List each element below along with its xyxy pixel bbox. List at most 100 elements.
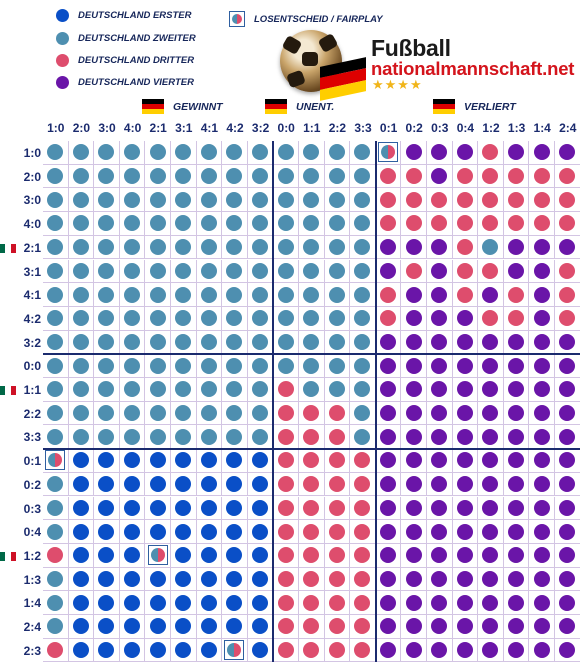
grid-cell: [401, 496, 427, 521]
grid-cell: [401, 567, 427, 592]
tiebreak-dot-icon: [224, 640, 245, 661]
grid-cell: [43, 496, 69, 521]
legend-item-dritter: DEUTSCHLAND DRITTER: [56, 54, 194, 67]
grid-cell: [247, 401, 274, 426]
grid-cell: [119, 141, 146, 165]
grid-cell: [503, 378, 530, 402]
outcome-dot: [354, 333, 371, 350]
grid-cell: [68, 520, 95, 544]
outcome-dot: [47, 262, 64, 279]
outcome-dot: [559, 405, 576, 422]
outcome-dot: [277, 191, 294, 208]
outcome-dot: [456, 618, 473, 635]
outcome-dot: [175, 428, 192, 445]
grid-cell: [503, 283, 530, 307]
outcome-dot: [124, 642, 141, 659]
outcome-dot: [354, 286, 371, 303]
grid-cell: [247, 591, 274, 615]
outcome-dot: [149, 618, 166, 635]
grid-cell: [324, 543, 351, 568]
outcome-dot: [72, 310, 89, 327]
grid-cell: [68, 591, 95, 615]
grid-cell: [375, 141, 402, 165]
outcome-dot: [124, 286, 141, 303]
grid-cell: [375, 259, 402, 284]
grid-cell: [145, 354, 171, 378]
outcome-dot: [508, 310, 525, 327]
grid-cell: [529, 378, 555, 402]
outcome-dot: [482, 262, 499, 279]
outcome-dot: [456, 405, 473, 422]
row-label: 3:1: [23, 264, 41, 279]
grid-cell: [478, 306, 504, 331]
grid-cell: [273, 354, 299, 378]
outcome-dot: [405, 547, 422, 564]
grid-cell: [171, 306, 197, 331]
outcome-dot: [175, 333, 192, 350]
outcome-dot: [98, 333, 115, 350]
grid-cell: [273, 259, 299, 284]
grid-cell: [273, 141, 299, 165]
outcome-dot: [47, 310, 64, 327]
outcome-dot: [124, 333, 141, 350]
outcome-dot: [226, 333, 243, 350]
grid-cell: [555, 188, 580, 213]
grid-cell: [555, 306, 580, 331]
grid-cell: [145, 472, 171, 497]
grid-cell: [401, 378, 427, 402]
grid-cell: [171, 212, 197, 236]
grid-cell: [555, 141, 580, 165]
grid-cell: [529, 615, 555, 639]
outcome-dot: [149, 499, 166, 516]
column-label: 0:2: [405, 121, 423, 135]
outcome-dot: [277, 499, 294, 516]
outcome-dot: [405, 428, 422, 445]
grid-cell: [43, 354, 69, 378]
outcome-dot: [533, 144, 550, 161]
grid-cell: [43, 164, 69, 189]
grid-cell: [427, 212, 453, 236]
grid-cell: [529, 472, 555, 497]
column-label: 0:4: [456, 121, 475, 135]
grid-cell: [145, 449, 171, 473]
outcome-dot: [47, 547, 64, 564]
outcome-dot: [303, 357, 320, 374]
outcome-dot: [328, 215, 345, 232]
legend-label: DEUTSCHLAND VIERTER: [78, 77, 194, 88]
outcome-dot: [380, 239, 397, 256]
grid-cell: [324, 520, 351, 544]
outcome-dot: [175, 476, 192, 493]
grid-cell: [427, 306, 453, 331]
grid-cell: [145, 425, 171, 450]
grid-cell: [427, 188, 453, 213]
outcome-dot: [98, 286, 115, 303]
grid-cell: [94, 401, 120, 426]
grid-cell: [401, 543, 427, 568]
grid-cell: [145, 188, 171, 213]
grid-cell: [452, 212, 479, 236]
outcome-dot: [277, 381, 294, 398]
grid-cell: [196, 259, 223, 284]
outcome-dot: [252, 333, 269, 350]
outcome-dot: [482, 191, 499, 208]
grid-cell: [247, 378, 274, 402]
grid-cell: [452, 306, 479, 331]
grid-cell: [247, 543, 274, 568]
outcome-dot: [380, 570, 397, 587]
outcome-dot: [533, 618, 550, 635]
outcome-dot: [482, 523, 499, 540]
grid-cell: [222, 520, 248, 544]
outcome-dot: [431, 642, 448, 659]
row-label: 1:4: [23, 596, 41, 611]
grid-cell: [555, 472, 580, 497]
outcome-dot: [200, 547, 217, 564]
outcome-dot: [252, 310, 269, 327]
column-label: 4:0: [123, 121, 142, 135]
outcome-dot: [303, 239, 320, 256]
outcome-dot: [72, 547, 89, 564]
mexico-flag-icon: [0, 243, 16, 253]
grid-cell: [350, 378, 376, 402]
grid-cell: [427, 615, 453, 639]
outcome-dot: [405, 523, 422, 540]
outcome-dot: [405, 310, 422, 327]
